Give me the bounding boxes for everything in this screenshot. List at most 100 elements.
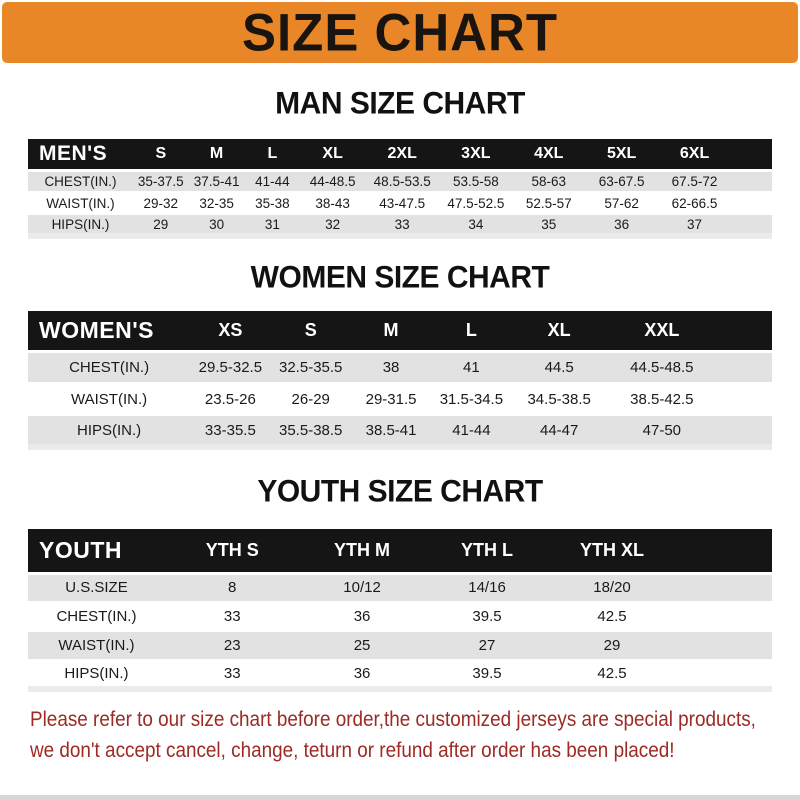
spacer-cell <box>716 351 772 384</box>
mens-size-table: MEN'S S M L XL 2XL 3XL 4XL 5XL 6XL CHEST(IN.) 35-37… <box>28 139 772 239</box>
size-value-cell: 63-67.5 <box>585 170 659 193</box>
size-value-cell: 38.5-42.5 <box>606 383 717 416</box>
size-value-cell: 31.5-34.5 <box>431 383 512 416</box>
mens-section-heading: MAN SIZE CHART <box>275 86 525 121</box>
size-value-cell: 35 <box>512 214 586 237</box>
spacer-cell <box>716 383 772 416</box>
size-header-cell: YTH S <box>164 529 300 575</box>
size-value-cell: 38 <box>350 351 432 384</box>
size-value-cell: 29-32 <box>132 192 189 215</box>
table-row: HIPS(IN.) 33 36 39.5 42.5 <box>28 660 772 690</box>
size-value-cell: 29 <box>549 631 675 661</box>
size-header-cell: S <box>270 311 351 353</box>
size-value-cell: 23.5-26 <box>190 383 271 416</box>
spacer-cell <box>674 573 772 603</box>
size-value-cell: 32-35 <box>188 192 245 215</box>
size-header-cell: M <box>350 311 432 353</box>
size-value-cell: 34.5-38.5 <box>511 383 607 416</box>
size-value-cell: 14/16 <box>424 573 550 603</box>
measure-label-cell: WAIST(IN.) <box>28 383 191 416</box>
size-value-cell: 39.5 <box>424 602 550 632</box>
size-value-cell: 48.5-53.5 <box>365 170 440 193</box>
table-title-cell: WOMEN'S <box>28 311 191 353</box>
size-value-cell: 30 <box>188 214 245 237</box>
youth-size-table: YOUTH YTH S YTH M YTH L YTH XL U.S.SIZE 8 10/12… <box>28 529 772 692</box>
size-header-cell: XL <box>300 139 365 172</box>
measure-label-cell: CHEST(IN.) <box>28 602 165 632</box>
size-value-cell: 10/12 <box>299 573 425 603</box>
table-row: WAIST(IN.) 29-32 32-35 35-38 38-43 43-47.5 47.… <box>28 192 772 215</box>
size-value-cell: 26-29 <box>270 383 351 416</box>
size-value-cell: 36 <box>299 660 425 690</box>
spacer-cell <box>731 192 772 215</box>
size-value-cell: 25 <box>299 631 425 661</box>
size-value-cell: 35-38 <box>244 192 301 215</box>
size-value-cell: 53.5-58 <box>439 170 513 193</box>
womens-size-table: WOMEN'S XS S M L XL XXL CHEST(IN.) 29.5-32.5 32.5… <box>28 311 772 450</box>
table-row: CHEST(IN.) 29.5-32.5 32.5-35.5 38 41 44.5 44.5… <box>28 351 772 384</box>
size-value-cell: 44.5-48.5 <box>606 351 717 384</box>
page-title: SIZE CHART <box>242 2 558 63</box>
size-value-cell: 67.5-72 <box>658 170 732 193</box>
size-value-cell: 41-44 <box>431 415 512 448</box>
size-value-cell: 8 <box>164 573 300 603</box>
table-header-row: YOUTH YTH S YTH M YTH L YTH XL <box>28 529 772 575</box>
size-value-cell: 57-62 <box>585 192 659 215</box>
table-row: HIPS(IN.) 33-35.5 35.5-38.5 38.5-41 41-44 44-… <box>28 415 772 448</box>
disclaimer-line-2: we don't accept cancel, change, teturn o… <box>30 739 675 762</box>
mens-size-section: MAN SIZE CHART MEN'S S M L XL 2XL 3XL 4XL 5XL 6XL C… <box>0 86 800 239</box>
measure-label-cell: U.S.SIZE <box>28 573 165 603</box>
size-value-cell: 31 <box>244 214 301 237</box>
disclaimer-line-1: Please refer to our size chart before or… <box>30 708 756 731</box>
size-value-cell: 38.5-41 <box>350 415 432 448</box>
size-value-cell: 44-47 <box>511 415 607 448</box>
table-title-cell: YOUTH <box>28 529 165 575</box>
bottom-edge-strip <box>0 795 800 800</box>
size-value-cell: 23 <box>164 631 300 661</box>
size-value-cell: 29.5-32.5 <box>190 351 271 384</box>
spacer-cell <box>674 602 772 632</box>
table-header-row: WOMEN'S XS S M L XL XXL <box>28 311 772 353</box>
size-header-cell: 4XL <box>512 139 586 172</box>
size-header-cell: XS <box>190 311 271 353</box>
size-value-cell: 42.5 <box>549 602 675 632</box>
spacer-cell <box>674 631 772 661</box>
spacer-cell <box>674 660 772 690</box>
size-header-cell: 5XL <box>585 139 659 172</box>
spacer-cell <box>716 311 772 353</box>
womens-section-heading: WOMEN SIZE CHART <box>250 260 550 295</box>
table-row: WAIST(IN.) 23.5-26 26-29 29-31.5 31.5-34.5 34… <box>28 383 772 416</box>
size-chart-sections: MAN SIZE CHART MEN'S S M L XL 2XL 3XL 4XL 5XL 6XL C… <box>0 86 800 692</box>
size-value-cell: 35.5-38.5 <box>270 415 351 448</box>
size-header-cell: YTH XL <box>549 529 675 575</box>
size-value-cell: 29 <box>132 214 189 237</box>
size-value-cell: 41 <box>431 351 512 384</box>
size-header-cell: 3XL <box>439 139 513 172</box>
youth-section-heading: YOUTH SIZE CHART <box>257 474 543 509</box>
measure-label-cell: CHEST(IN.) <box>28 351 191 384</box>
table-row: CHEST(IN.) 33 36 39.5 42.5 <box>28 602 772 632</box>
size-value-cell: 32.5-35.5 <box>270 351 351 384</box>
size-header-cell: YTH L <box>424 529 550 575</box>
size-header-cell: XL <box>511 311 607 353</box>
size-value-cell: 18/20 <box>549 573 675 603</box>
spacer-cell <box>674 529 772 575</box>
size-header-cell: L <box>244 139 301 172</box>
table-row: HIPS(IN.) 29 30 31 32 33 34 35 36 37 <box>28 214 772 237</box>
youth-size-section: YOUTH SIZE CHART YOUTH YTH S YTH M YTH L YTH … <box>0 474 800 692</box>
spacer-cell <box>731 170 772 193</box>
size-value-cell: 43-47.5 <box>365 192 440 215</box>
size-value-cell: 39.5 <box>424 660 550 690</box>
womens-size-section: WOMEN SIZE CHART WOMEN'S XS S M L XL XXL CHEST(I… <box>0 260 800 450</box>
size-value-cell: 35-37.5 <box>132 170 189 193</box>
size-header-cell: L <box>431 311 512 353</box>
measure-label-cell: WAIST(IN.) <box>28 192 133 215</box>
measure-label-cell: HIPS(IN.) <box>28 660 165 690</box>
measure-label-cell: WAIST(IN.) <box>28 631 165 661</box>
size-value-cell: 37.5-41 <box>188 170 245 193</box>
size-header-cell: YTH M <box>299 529 425 575</box>
table-row: U.S.SIZE 8 10/12 14/16 18/20 <box>28 573 772 603</box>
spacer-cell <box>731 139 772 172</box>
measure-label-cell: CHEST(IN.) <box>28 170 133 193</box>
